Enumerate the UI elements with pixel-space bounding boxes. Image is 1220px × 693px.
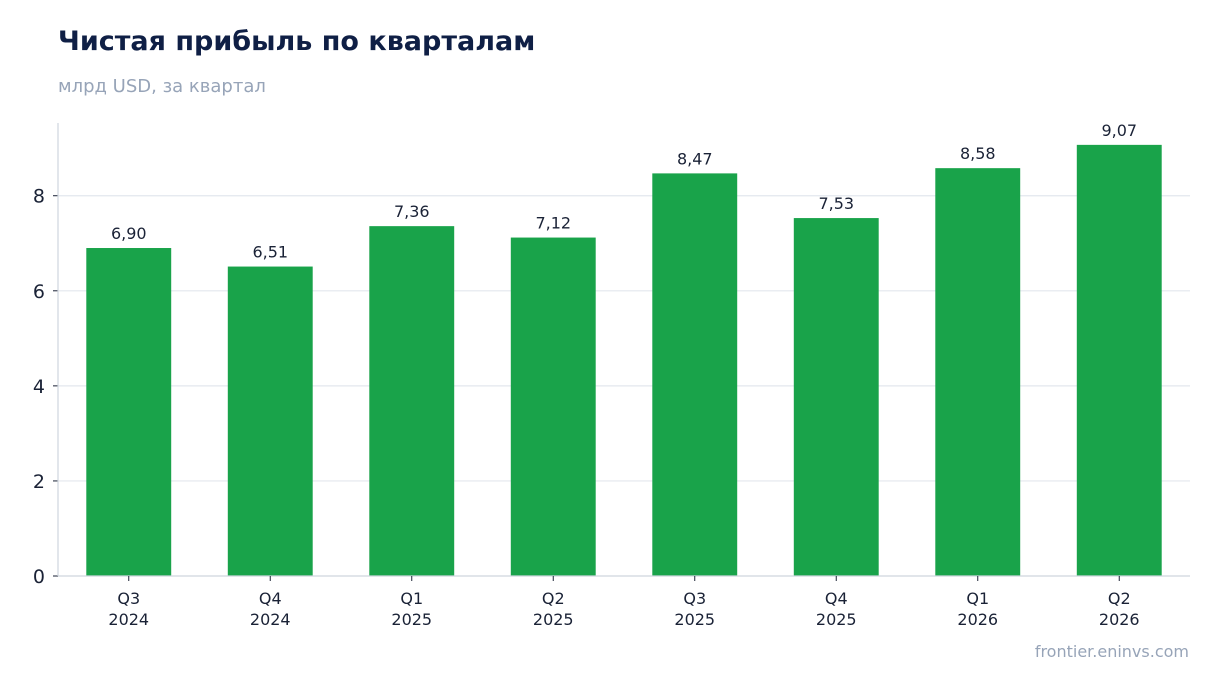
x-tick-label-year: 2024 [108, 610, 149, 629]
chart-title: Чистая прибыль по кварталам [58, 26, 536, 57]
x-tick-label-year: 2025 [533, 610, 574, 629]
bar [86, 248, 172, 576]
bar-value-label: 8,58 [960, 144, 996, 163]
bar-value-label: 9,07 [1101, 121, 1137, 140]
x-tick-label-quarter: Q1 [400, 589, 423, 608]
y-tick-label: 6 [33, 281, 45, 303]
y-tick-label: 8 [33, 186, 45, 208]
bars [86, 144, 1162, 577]
x-tick-label-quarter: Q4 [825, 589, 848, 608]
y-tick-label: 0 [33, 566, 45, 588]
bar-value-label: 7,36 [394, 202, 430, 221]
x-tick-label-quarter: Q2 [542, 589, 565, 608]
x-tick-label-year: 2026 [957, 610, 998, 629]
bar [369, 226, 455, 577]
bar-value-label: 6,51 [252, 243, 288, 262]
x-tick-label-year: 2025 [391, 610, 432, 629]
bar [510, 237, 596, 576]
x-tick-label-year: 2026 [1099, 610, 1140, 629]
x-tick-label-quarter: Q4 [259, 589, 282, 608]
bar-value-label: 7,12 [535, 214, 571, 233]
bar [793, 218, 879, 576]
x-tick-label-year: 2024 [250, 610, 291, 629]
x-tick-label-quarter: Q1 [966, 589, 989, 608]
bar [652, 173, 738, 576]
value-labels: 6,90 6,51 7,36 7,12 8,47 7,53 8,58 9,07 [111, 121, 1137, 262]
bar-value-label: 7,53 [818, 194, 854, 213]
y-tick-label: 4 [33, 376, 45, 398]
x-tick-label-year: 2025 [674, 610, 715, 629]
bar [935, 168, 1021, 576]
x-tick-label-quarter: Q3 [117, 589, 140, 608]
axes: 0 2 4 6 8 Q3 2024 Q4 2024 Q1 2025 Q2 2025 Q3 2025 Q4 202… [33, 123, 1190, 629]
chart-subtitle: млрд USD, за квартал [58, 76, 266, 97]
y-tick-label: 2 [33, 471, 45, 493]
source-note: frontier.eninvs.com [1034, 642, 1189, 661]
bar-value-label: 8,47 [677, 149, 713, 168]
bar [1076, 144, 1162, 576]
bar-value-label: 6,90 [111, 224, 147, 243]
bar [227, 266, 313, 576]
x-tick-label-quarter: Q3 [683, 589, 706, 608]
x-tick-label-quarter: Q2 [1108, 589, 1131, 608]
x-tick-label-year: 2025 [816, 610, 857, 629]
